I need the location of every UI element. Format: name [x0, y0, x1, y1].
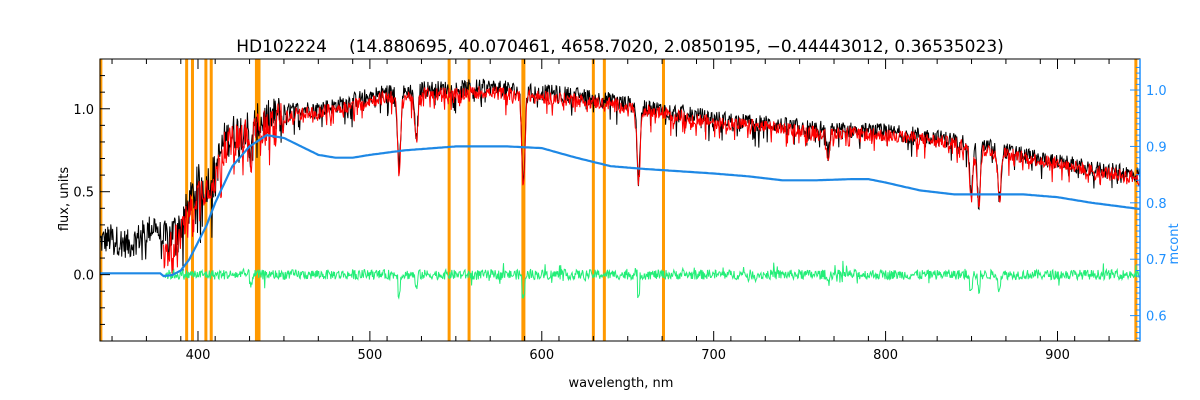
y2-tick-label: 1.0	[1146, 84, 1167, 99]
chart-title-params: (14.880695, 40.070461, 4658.7020, 2.0850…	[349, 37, 1004, 57]
x-axis-label: wavelength, nm	[569, 376, 674, 391]
x-tick-label: 700	[701, 348, 726, 363]
y2-tick-label: 0.9	[1146, 140, 1167, 155]
chart-title: HD102224 (14.880695, 40.070461, 4658.7020…	[236, 37, 1004, 57]
x-tick-label: 900	[1045, 348, 1070, 363]
y2-tick-label: 0.7	[1146, 253, 1167, 268]
observed-spectrum-line	[99, 78, 1141, 273]
y-tick-label: 0.5	[73, 186, 94, 201]
x-tick-label: 500	[357, 348, 382, 363]
y-axis-label: flux, units	[57, 167, 72, 232]
residual-line	[163, 260, 1140, 300]
y2-tick-label: 0.8	[1146, 197, 1167, 212]
y2-tick-label: 0.6	[1146, 310, 1167, 325]
x-tick-label: 600	[529, 348, 554, 363]
y-tick-label: 0.0	[73, 269, 94, 284]
continuum-curve	[100, 133, 1141, 278]
y2-axis-label: mcont	[1167, 223, 1182, 264]
x-tick-label: 400	[186, 348, 211, 363]
model-spectrum-line	[163, 86, 1140, 274]
chart-title-object: HD102224	[236, 37, 327, 57]
x-tick-label: 800	[873, 348, 898, 363]
y-tick-label: 1.0	[73, 103, 94, 118]
